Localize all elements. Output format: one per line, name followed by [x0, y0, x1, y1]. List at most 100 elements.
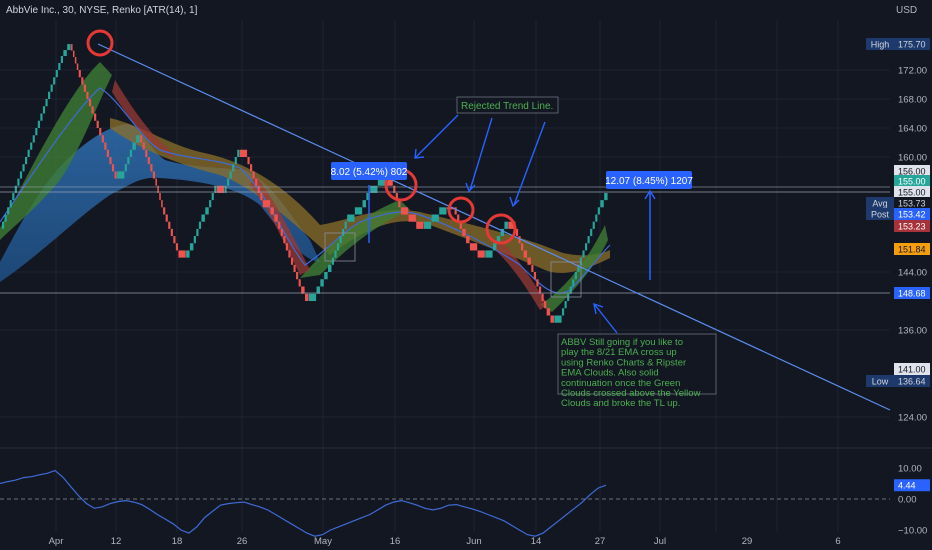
renko-brick	[328, 264, 332, 272]
renko-brick	[96, 120, 99, 128]
renko-brick	[408, 214, 416, 222]
time-axis[interactable]: Apr 12 18 26 May 16 Jun 14 27 Jul 29 6	[49, 536, 841, 547]
arrow-1	[415, 114, 459, 158]
renko-brick	[67, 44, 71, 51]
renko-brick	[459, 221, 462, 229]
renko-brick	[270, 207, 274, 215]
renko-brick	[94, 113, 97, 121]
renko-brick	[40, 113, 43, 121]
renko-brick	[106, 149, 109, 157]
circle-high	[86, 29, 114, 57]
renko-brick	[342, 228, 345, 237]
renko-brick	[132, 142, 136, 150]
renko-brick	[546, 308, 551, 316]
renko-brick	[462, 228, 466, 237]
renko-brick	[466, 236, 470, 244]
renko-brick	[308, 293, 317, 301]
renko-brick	[58, 63, 61, 70]
renko-brick	[155, 178, 157, 186]
grid-lines	[0, 20, 890, 532]
renko-brick	[4, 214, 7, 222]
annotation-note[interactable]: ABBV Still going if you like to play the …	[557, 333, 717, 409]
renko-brick	[9, 200, 12, 208]
renko-brick	[227, 178, 230, 186]
renko-brick	[454, 207, 457, 215]
renko-brick	[370, 185, 378, 193]
time-tick-label: 16	[390, 536, 401, 547]
oscillator-current-value: 4.44	[898, 481, 916, 491]
renko-brick	[439, 207, 447, 215]
renko-brick	[205, 207, 209, 215]
renko-brick	[45, 99, 48, 107]
renko-brick	[60, 56, 63, 63]
highlight-box-may	[324, 232, 356, 262]
price-label: Low 136.64	[866, 375, 930, 387]
price-label-value: 153.73	[898, 199, 926, 209]
renko-brick	[159, 192, 161, 201]
renko-brick	[600, 200, 604, 208]
price-label: 153.23	[894, 220, 930, 232]
price-label-value: 155.00	[898, 188, 926, 198]
price-label-tag: Post	[871, 210, 890, 220]
arrow-4	[594, 304, 618, 334]
renko-brick	[280, 228, 283, 237]
renko-brick	[362, 200, 366, 208]
price-tick-label: 124.00	[898, 413, 927, 424]
renko-brick	[492, 243, 497, 251]
renko-brick	[336, 243, 340, 251]
annotation-rejected-trend-line[interactable]: Rejected Trend Line.	[456, 96, 559, 114]
renko-brick	[597, 207, 600, 215]
renko-brick	[590, 228, 593, 237]
renko-brick	[538, 286, 542, 294]
renko-brick	[290, 257, 294, 265]
renko-brick	[255, 178, 258, 186]
currency-label: USD	[896, 5, 917, 16]
oscillator-line	[0, 469, 607, 537]
renko-brick	[400, 207, 409, 215]
renko-brick	[224, 185, 227, 193]
renko-brick	[83, 84, 86, 92]
annotation-arrows	[414, 114, 618, 334]
renko-brick	[334, 250, 337, 258]
arrow-3	[513, 121, 546, 206]
renko-brick	[572, 279, 575, 287]
renko-brick	[214, 185, 217, 193]
arrow-4-head	[593, 302, 604, 315]
renko-brick	[305, 293, 309, 301]
renko-brick	[377, 178, 386, 186]
renko-brick	[161, 200, 163, 208]
price-axis[interactable]: 172.00 168.00 164.00 160.00 144.00 136.00 124.…	[898, 66, 927, 424]
renko-brick	[163, 207, 166, 215]
time-tick-label: 12	[111, 536, 122, 547]
renko-brick	[278, 221, 281, 229]
renko-brick	[99, 128, 102, 136]
renko-brick	[257, 185, 260, 193]
renko-brick	[12, 192, 15, 201]
renko-brick	[234, 157, 237, 165]
price-label-tag: Low	[872, 377, 889, 387]
trend-line[interactable]	[97, 43, 891, 411]
time-tick-label: Jul	[654, 536, 666, 547]
renko-brick	[274, 214, 278, 222]
price-tick-label: 172.00	[898, 66, 927, 77]
renko-brick	[416, 221, 424, 229]
renko-brick	[431, 214, 439, 222]
renko-brick	[252, 171, 255, 179]
renko-brick	[521, 243, 524, 251]
renko-brick	[283, 236, 286, 244]
renko-brick	[152, 171, 156, 179]
renko-brick	[189, 243, 194, 251]
time-tick-label: 18	[172, 536, 183, 547]
measure-label-may: 8.02 (5.42%) 802	[331, 162, 408, 180]
arrow-2-head	[465, 182, 476, 193]
price-label-value: 148.68	[898, 289, 926, 299]
price-label-value: 153.42	[898, 210, 926, 220]
renko-brick	[260, 192, 263, 201]
renko-brick	[574, 272, 577, 280]
yellow-ema-cloud	[110, 118, 610, 273]
chart-header: AbbVie Inc., 30, NYSE, Renko [ATR(14), 1…	[6, 5, 917, 16]
renko-brick	[30, 142, 33, 150]
renko-brick	[247, 157, 250, 165]
renko-brick	[485, 250, 493, 258]
